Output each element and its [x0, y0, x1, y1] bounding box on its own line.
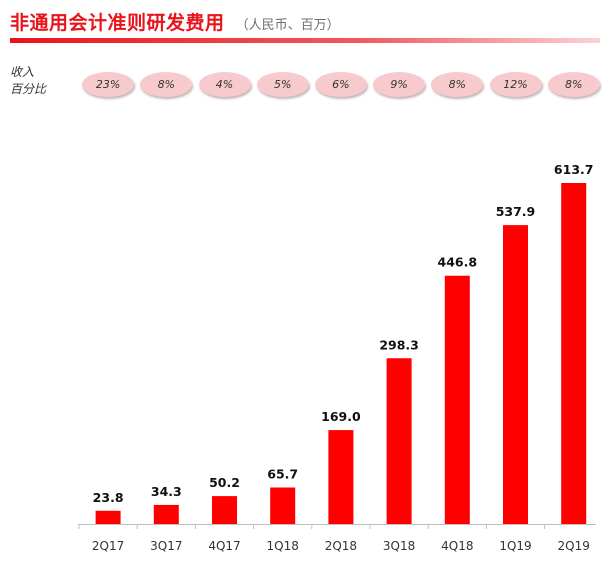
- revenue-ratio-label-line1: 收入: [10, 65, 35, 79]
- chart-title: 非通用会计准则研发费用: [10, 12, 225, 34]
- value-label-1q18: 65.7: [267, 466, 298, 481]
- x-tick-3q17: 3Q17: [150, 539, 182, 553]
- revenue-pct-2q19: 8%: [547, 72, 600, 97]
- bar-1q19: [503, 225, 528, 524]
- value-label-2q19: 613.7: [554, 162, 594, 177]
- revenue-ratio-label-line2: 百分比: [10, 82, 47, 96]
- revenue-pct-1q18: 5%: [256, 72, 309, 97]
- x-tick-2q19: 2Q19: [558, 539, 590, 553]
- value-label-2q18: 169.0: [321, 409, 361, 424]
- x-tick-4q18: 4Q18: [441, 539, 473, 553]
- bar-2q19: [561, 183, 587, 524]
- bar-4q18: [444, 275, 470, 524]
- revenue-pct-4q17: 4%: [198, 72, 251, 97]
- bar-1q18: [270, 487, 296, 524]
- title-underline: [10, 38, 600, 43]
- bar-2q17: [95, 510, 121, 524]
- revenue-pct-2q18: 6%: [314, 72, 367, 97]
- value-label-3q17: 34.3: [151, 484, 182, 499]
- x-tick-1q18: 1Q18: [267, 539, 299, 553]
- x-tick-1q19: 1Q19: [499, 539, 531, 553]
- x-tick-2q17: 2Q17: [92, 539, 124, 553]
- value-label-1q19: 537.9: [496, 204, 536, 219]
- revenue-pct-1q19: 12%: [489, 72, 542, 97]
- bar-2q18: [328, 430, 354, 524]
- revenue-pct-2q17: 23%: [82, 72, 135, 97]
- value-label-2q17: 23.8: [93, 490, 124, 505]
- bar-4q17: [212, 496, 237, 524]
- x-tick-3q18: 3Q18: [383, 539, 415, 553]
- value-label-4q17: 50.2: [209, 475, 240, 490]
- value-label-4q18: 446.8: [438, 255, 478, 270]
- x-tick-2q18: 2Q18: [325, 539, 357, 553]
- unit-label: （人民币、百万）: [235, 18, 340, 33]
- revenue-ratio-label: 收入 百分比: [10, 64, 46, 98]
- revenue-pct-3q17: 8%: [140, 72, 193, 97]
- revenue-pct-4q18: 8%: [431, 72, 484, 97]
- bar-3q17: [153, 504, 179, 524]
- bar-3q18: [386, 358, 412, 524]
- title-row: 非通用会计准则研发费用 （人民币、百万）: [10, 8, 340, 34]
- revenue-pct-3q18: 9%: [373, 72, 426, 97]
- x-tick-4q17: 4Q17: [208, 539, 240, 553]
- value-label-3q18: 298.3: [379, 337, 419, 352]
